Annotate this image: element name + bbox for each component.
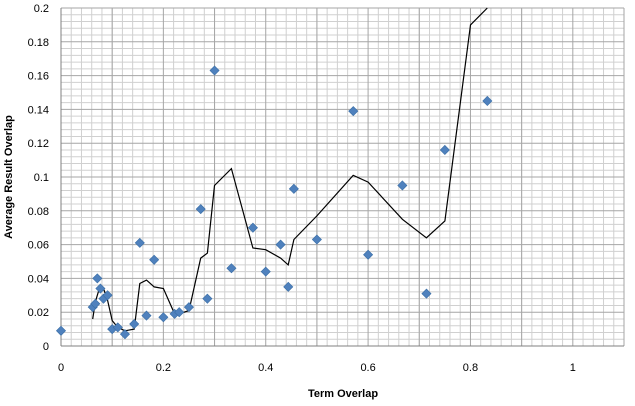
scatter-point: [439, 144, 450, 155]
y-tick-label: 0.08: [28, 206, 49, 218]
x-tick-label: 0.4: [258, 362, 273, 374]
x-axis-title: Term Overlap: [308, 388, 378, 400]
scatter-point: [95, 283, 106, 294]
x-tick-label: 0: [58, 362, 64, 374]
scatter-point: [55, 325, 67, 336]
x-tick-label: 0.6: [360, 362, 375, 374]
scatter-point: [158, 312, 169, 323]
scatter-point: [92, 273, 103, 284]
scatter-point: [348, 106, 359, 117]
x-tick-labels: 0 0.2 0.4 0.6 0.8 1: [58, 362, 576, 374]
scatter-point: [174, 307, 185, 318]
scatter-point: [482, 95, 493, 106]
scatter-point: [102, 290, 113, 301]
axes: [60, 8, 624, 347]
trend-line: [92, 7, 488, 332]
y-tick-label: 0.1: [34, 172, 49, 184]
scatter-point: [112, 322, 123, 333]
y-axis-title: Average Result Overlap: [3, 115, 15, 239]
scatter-point: [141, 310, 152, 321]
scatter-point: [260, 266, 271, 277]
x-tick-label: 0.8: [463, 362, 478, 374]
scatter-point: [134, 237, 145, 248]
y-tick-label: 0.2: [34, 3, 49, 15]
scatter-point: [119, 329, 131, 340]
scatter-point: [209, 65, 220, 76]
x-tick-label: 1: [570, 362, 576, 374]
y-tick-label: 0.06: [28, 240, 49, 252]
y-tick-labels: 0 0.02 0.04 0.06 0.08 0.1 0.12 0.14 0.16 0.18 0.2: [28, 3, 49, 353]
scatter-point: [247, 222, 258, 233]
scatter-point: [226, 263, 237, 274]
y-tick-label: 0.02: [28, 307, 49, 319]
scatter-point: [283, 281, 294, 292]
y-tick-label: 0.16: [28, 71, 49, 83]
scatter-point: [202, 293, 213, 304]
y-tick-label: 0.18: [28, 37, 49, 49]
x-tick-label: 0.2: [156, 362, 171, 374]
scatter-point: [421, 288, 432, 299]
scatter-point: [311, 234, 322, 245]
scatter-point: [363, 249, 374, 260]
y-tick-label: 0: [43, 341, 49, 353]
scatter-point: [275, 239, 286, 250]
scatter-point: [195, 204, 206, 215]
scatter-point: [397, 180, 408, 191]
scatter-point: [183, 302, 194, 313]
scatter-point: [288, 183, 299, 194]
y-tick-label: 0.04: [28, 273, 49, 285]
y-tick-label: 0.12: [28, 138, 49, 150]
plot-area: [55, 7, 493, 340]
scatter-point: [149, 254, 160, 265]
y-tick-label: 0.14: [28, 104, 49, 116]
scatter-point: [90, 298, 101, 309]
scatter-point: [129, 319, 140, 330]
